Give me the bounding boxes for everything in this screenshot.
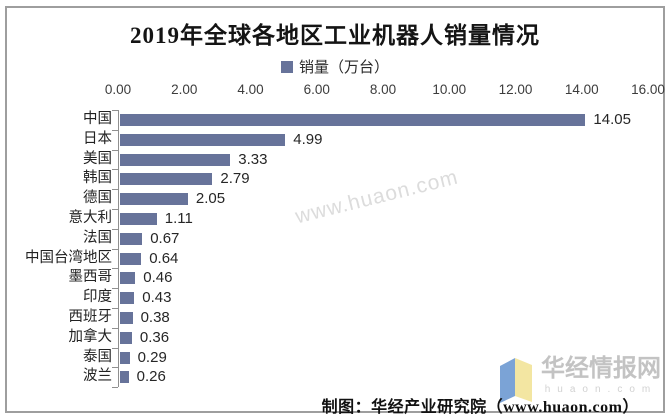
x-axis-tick-label: 2.00: [171, 82, 198, 97]
value-label: 3.33: [238, 150, 268, 168]
value-label: 14.05: [593, 111, 631, 128]
category-label: 印度: [83, 289, 112, 306]
value-label: 1.11: [164, 210, 193, 227]
category-axis-tick: [112, 308, 118, 309]
category-axis-tick: [112, 248, 118, 250]
category-label: 德国: [83, 190, 112, 207]
value-label: 2.79: [220, 170, 250, 188]
value-label: 0.67: [150, 229, 180, 247]
bar: [120, 193, 188, 206]
x-axis-tick-label: 10.00: [432, 82, 467, 97]
category-axis-tick: [112, 288, 118, 290]
x-axis-tick-label: 16.00: [631, 82, 665, 97]
category-label: 法国: [83, 229, 112, 246]
category-label: 意大利: [68, 210, 113, 226]
x-axis-tick-label: 0.00: [104, 82, 132, 97]
bar: [120, 173, 213, 186]
bar: [120, 351, 130, 364]
plot-area: 中国 14.05 日本 4.99 美国 3.33 韩国 2.79 德国 2.05 意大利 1.11 法国…: [25, 110, 649, 389]
category-axis-tick: [112, 387, 118, 389]
legend: 销量（万台）: [7, 56, 663, 77]
bar: [120, 133, 286, 146]
category-label: 中国台湾地区: [25, 249, 112, 266]
bar: [120, 311, 133, 324]
bar: [120, 292, 135, 305]
value-label: 0.64: [149, 249, 179, 267]
value-label: 0.38: [140, 309, 170, 326]
category-axis-tick: [112, 347, 118, 349]
open-book-logo-icon: [500, 358, 532, 403]
x-axis-tick-label: 14.00: [564, 82, 599, 97]
category-axis-tick: [112, 268, 118, 270]
logo-text-block: 华经情报网 huaon.com: [541, 356, 661, 396]
category-label: 中国: [83, 111, 112, 127]
legend-label: 销量（万台）: [298, 60, 389, 76]
bar: [120, 371, 129, 384]
category-label: 泰国: [83, 348, 112, 365]
category-axis-tick: [112, 209, 118, 210]
value-label: 0.36: [139, 328, 170, 346]
chart-frame: 2019年全球各地区工业机器人销量情况 销量（万台） 0.00 2.00 4.00 6…: [5, 6, 665, 416]
category-axis-tick: [112, 110, 118, 111]
category-label: 美国: [83, 150, 112, 167]
x-axis-tick-labels: 0.00 2.00 4.00 6.00 8.00 10.00 12.00 14.00 16.00: [105, 82, 665, 98]
x-axis-tick-label: 12.00: [498, 82, 533, 97]
category-label: 日本: [83, 130, 112, 147]
category-axis-tick: [112, 228, 118, 230]
category-axis-tick: [112, 189, 118, 191]
bar: [120, 232, 143, 245]
value-label: 2.05: [195, 190, 226, 208]
x-axis-tick-label: 8.00: [369, 82, 397, 97]
value-label: 0.43: [142, 289, 172, 307]
attribution-text: 制图：华经产业研究院（www.huaon.com）: [321, 399, 639, 416]
value-label: 0.29: [137, 348, 167, 366]
category-axis-tick: [112, 367, 118, 369]
value-label: 0.46: [143, 269, 173, 287]
value-label: 4.99: [293, 130, 323, 148]
logo-domain: huaon.com: [544, 384, 658, 395]
category-label: 韩国: [83, 170, 112, 187]
category-axis-tick: [112, 129, 118, 131]
bar: [120, 212, 157, 225]
bar: [120, 252, 142, 265]
category-label: 墨西哥: [68, 269, 113, 286]
category-label: 西班牙: [68, 309, 113, 325]
category-axis-tick: [112, 327, 118, 329]
bar: [120, 272, 136, 285]
logo-name: 华经情报网: [541, 356, 661, 382]
legend-swatch: [280, 60, 293, 73]
bar: [120, 153, 231, 166]
category-label: 加拿大: [68, 328, 113, 345]
huaon-logo: 华经情报网 huaon.com: [499, 356, 661, 404]
category-axis-tick: [112, 169, 118, 171]
category-axis-tick: [112, 149, 118, 151]
bar: [120, 331, 132, 344]
category-label: 波兰: [83, 368, 112, 385]
value-label: 0.26: [136, 368, 166, 386]
x-axis-tick-label: 4.00: [237, 82, 264, 97]
chart-title: 2019年全球各地区工业机器人销量情况: [130, 23, 540, 48]
x-axis-tick-label: 6.00: [303, 82, 330, 97]
bar: [120, 113, 586, 126]
